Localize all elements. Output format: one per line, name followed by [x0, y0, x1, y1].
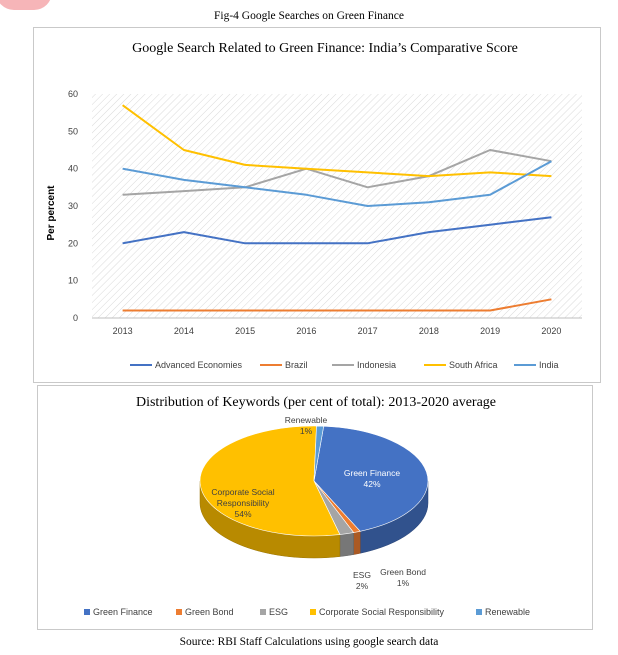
y-tick-label: 40	[68, 164, 78, 174]
y-tick-label: 30	[68, 201, 78, 211]
y-tick-label: 0	[73, 313, 78, 323]
figure-title: Fig-4 Google Searches on Green Finance	[213, 10, 404, 22]
legend-label: India	[539, 360, 559, 370]
legend-label: South Africa	[449, 360, 498, 370]
pie-labels: Green Finance 42% Green Bond 1% ESG 2% Corpora…	[211, 415, 426, 591]
plot-area	[92, 94, 582, 318]
legend-label: Green Finance	[93, 607, 153, 617]
legend-label: Brazil	[285, 360, 308, 370]
pie-body	[199, 425, 429, 559]
legend-item: Corporate Social Responsibility	[310, 607, 445, 617]
legend-swatch	[84, 609, 90, 615]
x-tick-label: 2020	[541, 326, 561, 336]
legend-label: Corporate Social Responsibility	[319, 607, 445, 617]
x-tick-label: 2016	[296, 326, 316, 336]
pie-data-label: Renewable 1%	[285, 415, 328, 436]
series-line-advanced-economies	[122, 216, 552, 245]
legend-swatch	[176, 609, 182, 615]
legend-item: Indonesia	[332, 360, 396, 370]
legend-swatch	[310, 609, 316, 615]
pie-data-label: Green Bond 1%	[380, 567, 426, 588]
y-tick-label: 10	[68, 276, 78, 286]
logo-decoration	[0, 0, 52, 10]
legend-item: Advanced Economies	[130, 360, 243, 370]
pie-data-label: Green Finance 42%	[344, 468, 400, 489]
y-axis-label: Per percent	[46, 185, 57, 241]
line-chart-panel: Google Search Related to Green Finance: …	[33, 27, 601, 383]
pie-data-label: ESG 2%	[353, 570, 371, 591]
pie-slice-green-finance	[313, 425, 429, 532]
legend-item: Renewable	[476, 607, 530, 617]
pie-legend: Green Finance Green Bond ESG Corporate Soci…	[84, 607, 530, 617]
line-chart: Google Search Related to Green Finance: …	[46, 41, 582, 370]
x-tick-label: 2015	[235, 326, 255, 336]
legend-label: Green Bond	[185, 607, 234, 617]
legend-item: Brazil	[260, 360, 308, 370]
pie-side-esg	[339, 532, 354, 557]
pie-slice-renewable	[313, 425, 325, 482]
legend-item: Green Bond	[176, 607, 234, 617]
legend-item: India	[514, 360, 559, 370]
legend-item: South Africa	[424, 360, 498, 370]
x-tick-label: 2014	[174, 326, 194, 336]
series-line-india	[122, 160, 552, 207]
x-tick-label: 2019	[480, 326, 500, 336]
source-note: Source: RBI Staff Calculations using goo…	[179, 636, 439, 648]
pie-chart: Distribution of Keywords (per cent of to…	[84, 395, 530, 617]
legend-label: ESG	[269, 607, 288, 617]
line-chart-title: Google Search Related to Green Finance: …	[132, 41, 518, 56]
x-tick-label: 2017	[358, 326, 378, 336]
series-lines	[122, 104, 552, 312]
x-tick-label: 2018	[419, 326, 439, 336]
legend-label: Renewable	[485, 607, 530, 617]
y-tick-label: 20	[68, 238, 78, 248]
series-line-brazil	[122, 298, 552, 312]
legend-swatch	[476, 609, 482, 615]
line-legend: Advanced Economies Brazil Indonesia South A…	[130, 360, 559, 370]
legend-item: Green Finance	[84, 607, 153, 617]
y-axis: 0 10 20 30 40 50 60	[68, 89, 582, 323]
y-tick-label: 60	[68, 89, 78, 99]
y-tick-label: 50	[68, 126, 78, 136]
x-tick-label: 2013	[113, 326, 133, 336]
legend-label: Advanced Economies	[155, 360, 243, 370]
pie-chart-panel: Distribution of Keywords (per cent of to…	[37, 385, 593, 630]
legend-label: Indonesia	[357, 360, 396, 370]
series-line-south-africa	[122, 104, 552, 178]
pie-side-green-bond	[353, 530, 361, 555]
x-axis: 2013 2014 2015 2016 2017 2018 2019 2020	[113, 326, 562, 336]
legend-swatch	[260, 609, 266, 615]
pie-slice-corporate-social-responsibility	[199, 425, 341, 537]
series-line-indonesia	[122, 149, 552, 196]
pie-chart-title: Distribution of Keywords (per cent of to…	[136, 395, 496, 410]
pie-data-label: Corporate Social Responsibility 54%	[211, 487, 274, 519]
legend-item: ESG	[260, 607, 288, 617]
